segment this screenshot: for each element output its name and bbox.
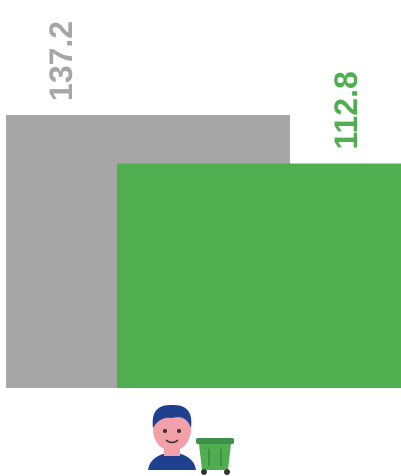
bar [117,163,401,388]
value-label: 137.2 [43,21,79,101]
value-label: 112.8 [328,71,364,149]
bars: 137.2 112.8 [6,21,401,389]
person-with-bin-icon [148,404,234,475]
